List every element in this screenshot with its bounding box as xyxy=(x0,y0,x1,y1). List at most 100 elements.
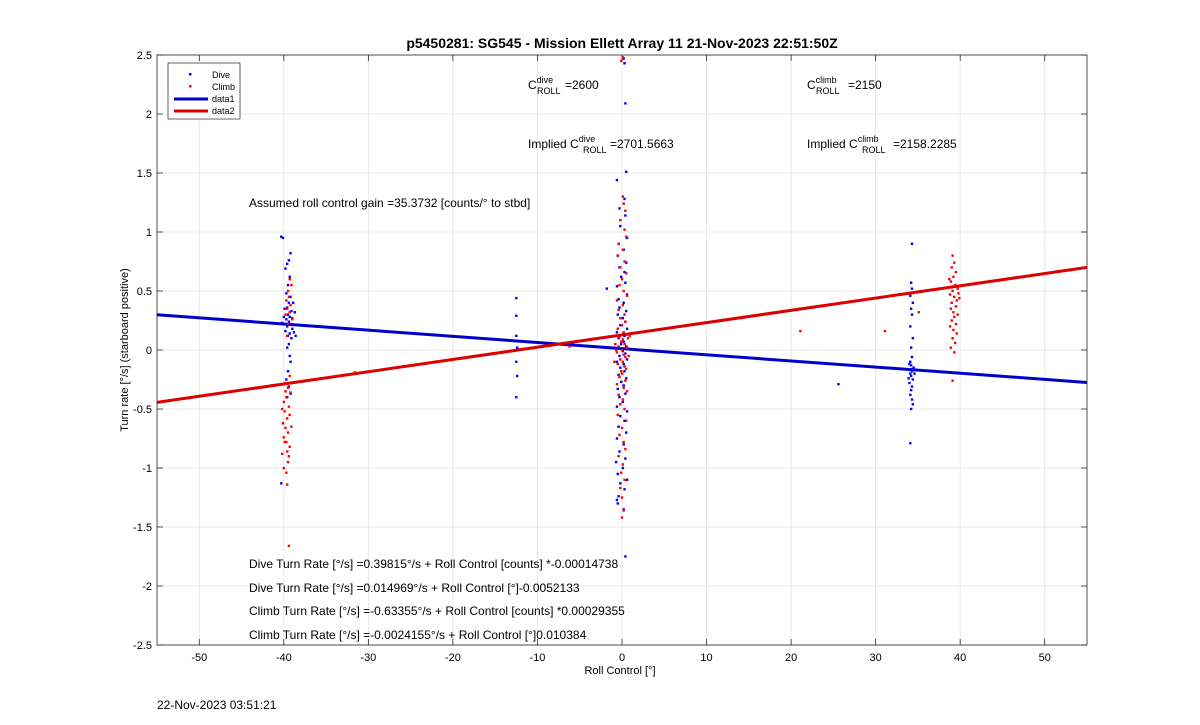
point-climb xyxy=(952,311,955,314)
point-dive xyxy=(619,414,622,418)
point-dive xyxy=(280,235,283,238)
point-dive xyxy=(293,311,297,314)
point-climb xyxy=(284,313,287,316)
y-tick-label: -0.5 xyxy=(133,404,152,416)
point-climb xyxy=(952,275,955,279)
point-dive xyxy=(624,555,627,558)
point-climb xyxy=(621,398,625,401)
point-climb xyxy=(616,327,619,330)
point-dive xyxy=(294,334,297,338)
point-climb xyxy=(622,440,625,444)
point-climb xyxy=(617,345,620,348)
point-dive xyxy=(910,287,914,290)
y-tick-label: -2 xyxy=(142,581,152,593)
point-climb xyxy=(619,219,622,222)
point-climb xyxy=(619,59,623,63)
point-climb xyxy=(954,305,958,308)
point-climb xyxy=(290,425,293,428)
point-climb xyxy=(625,294,629,297)
point-dive xyxy=(617,298,620,301)
y-tick-label: 2.5 xyxy=(137,50,152,62)
point-climb xyxy=(623,365,626,368)
fit-line-data2 xyxy=(156,265,1088,404)
fit-annotation-dive-counts: Dive Turn Rate [°/s] =0.39815°/s + Roll … xyxy=(249,557,618,571)
x-tick-label: -20 xyxy=(445,652,461,664)
point-dive xyxy=(909,374,913,378)
point-dive xyxy=(619,342,623,346)
point-dive xyxy=(286,262,289,266)
point-dive xyxy=(907,377,910,380)
point-dive xyxy=(624,102,627,105)
point-climb xyxy=(951,337,954,340)
fit-annotation-climb-counts: Climb Turn Rate [°/s] =-0.63355°/s + Rol… xyxy=(249,604,625,618)
point-dive xyxy=(913,372,916,375)
point-climb xyxy=(947,278,951,281)
point-dive xyxy=(624,457,627,460)
x-tick-label: -50 xyxy=(191,652,207,664)
point-dive xyxy=(625,431,628,434)
point-dive xyxy=(621,466,625,470)
x-tick-label: 0 xyxy=(619,652,625,664)
point-dive xyxy=(286,313,290,316)
point-dive xyxy=(618,450,621,453)
point-climb xyxy=(289,391,292,394)
point-dive xyxy=(910,398,914,401)
point-dive xyxy=(909,325,912,328)
point-climb xyxy=(280,452,284,456)
point-dive xyxy=(625,358,629,361)
point-dive xyxy=(619,482,622,485)
x-tick-label: -40 xyxy=(276,652,292,664)
point-climb xyxy=(957,292,960,295)
point-climb xyxy=(613,360,616,363)
point-climb xyxy=(620,372,624,375)
point-dive xyxy=(910,355,914,359)
point-climb xyxy=(286,450,289,453)
point-climb xyxy=(619,370,623,373)
point-dive xyxy=(286,370,290,373)
point-dive xyxy=(625,170,628,174)
point-dive xyxy=(625,377,628,380)
fit-annotation-dive-degrees: Dive Turn Rate [°/s] =0.014969°/s + Roll… xyxy=(249,581,580,595)
x-tick-label: 20 xyxy=(785,652,797,664)
point-climb xyxy=(948,325,952,328)
point-dive xyxy=(619,324,622,327)
point-dive xyxy=(623,270,626,274)
point-dive xyxy=(909,393,912,397)
point-dive xyxy=(285,292,288,295)
point-climb xyxy=(951,379,954,382)
point-climb xyxy=(286,307,289,310)
point-climb xyxy=(616,362,619,366)
point-climb xyxy=(955,299,958,302)
point-climb xyxy=(284,390,287,393)
point-climb xyxy=(614,348,618,352)
point-climb xyxy=(287,405,291,408)
point-dive xyxy=(618,207,621,210)
point-climb xyxy=(948,293,952,296)
legend-data1-label: data1 xyxy=(212,94,235,104)
point-climb xyxy=(621,56,625,59)
point-dive xyxy=(292,331,296,334)
point-climb xyxy=(623,313,626,316)
point-climb xyxy=(949,280,953,283)
point-climb xyxy=(619,266,622,269)
y-tick-label: 2 xyxy=(146,109,152,121)
point-dive xyxy=(625,478,629,481)
point-dive xyxy=(909,346,913,349)
point-climb xyxy=(286,431,290,434)
x-tick-label: 10 xyxy=(700,652,712,664)
point-climb xyxy=(282,466,286,470)
point-dive xyxy=(287,301,291,304)
point-climb xyxy=(950,301,953,304)
y-axis-label: Turn rate [°/s] (starboard positive) xyxy=(119,268,131,432)
point-dive xyxy=(286,325,289,328)
point-dive xyxy=(281,236,285,240)
chart-title: p5450281: SG545 - Mission Ellett Array 1… xyxy=(406,35,838,51)
point-dive xyxy=(287,320,291,323)
point-climb xyxy=(283,410,286,413)
point-climb xyxy=(951,254,954,257)
point-climb xyxy=(282,400,286,404)
point-dive xyxy=(619,275,623,279)
point-dive xyxy=(618,306,621,309)
point-dive xyxy=(623,488,626,491)
point-climb xyxy=(623,260,626,263)
